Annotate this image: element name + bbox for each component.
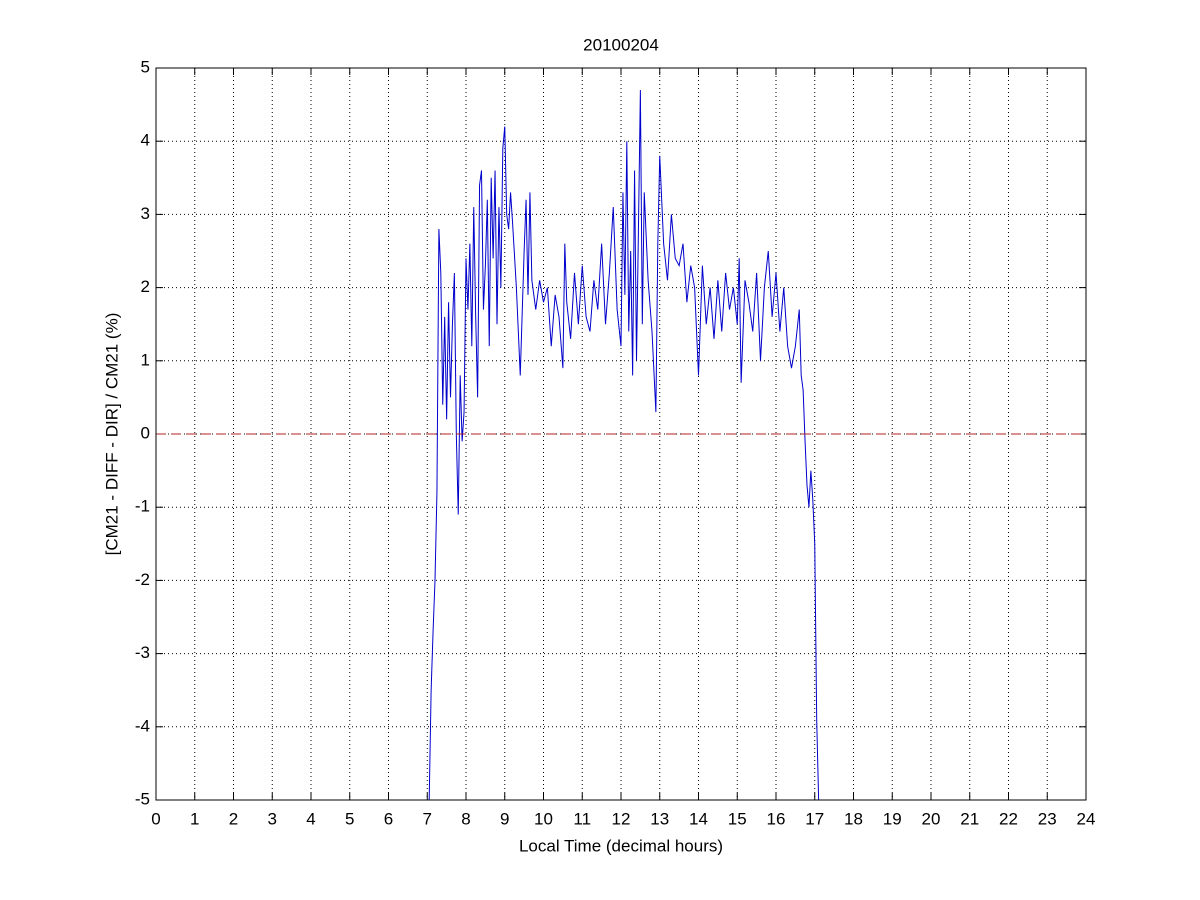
x-axis-label: Local Time (decimal hours) [519,836,723,855]
y-tick-label: 4 [141,131,150,150]
x-tick-label: 21 [960,809,979,828]
y-tick-label: 5 [141,57,150,76]
x-tick-label: 15 [728,809,747,828]
x-tick-label: 17 [805,809,824,828]
x-tick-label: 11 [573,809,591,828]
x-tick-label: 12 [612,809,631,828]
x-tick-label: 3 [268,809,277,828]
y-tick-label: -3 [135,643,150,662]
y-axis-label: [CM21 - DIFF - DIR] / CM21 (%) [102,313,121,556]
chart-title: 20100204 [583,35,659,54]
x-tick-label: 1 [190,809,199,828]
x-tick-label: 14 [689,809,708,828]
x-tick-label: 20 [922,809,941,828]
y-tick-label: -5 [135,789,150,808]
x-tick-label: 2 [229,809,238,828]
x-tick-label: 0 [151,809,160,828]
x-tick-label: 9 [500,809,509,828]
x-tick-label: 5 [345,809,354,828]
x-tick-label: 4 [306,809,315,828]
y-tick-label: 3 [141,204,150,223]
x-tick-label: 24 [1077,809,1096,828]
x-tick-label: 8 [461,809,470,828]
data-line [428,89,820,801]
x-tick-label: 19 [883,809,902,828]
x-tick-label: 6 [384,809,393,828]
x-tick-label: 7 [423,809,432,828]
y-tick-label: -2 [135,570,150,589]
x-tick-label: 22 [999,809,1018,828]
plot-frame [155,67,1087,801]
x-tick-label: 18 [844,809,863,828]
x-tick-label: 16 [767,809,786,828]
x-tick-label: 13 [650,809,669,828]
y-tick-label: 1 [141,350,150,369]
x-tick-label: 10 [534,809,553,828]
x-tick-label: 23 [1038,809,1057,828]
y-tick-label: 0 [141,423,150,442]
y-tick-label: -1 [135,497,150,516]
y-tick-label: 2 [141,277,150,296]
y-tick-label: -4 [135,716,150,735]
